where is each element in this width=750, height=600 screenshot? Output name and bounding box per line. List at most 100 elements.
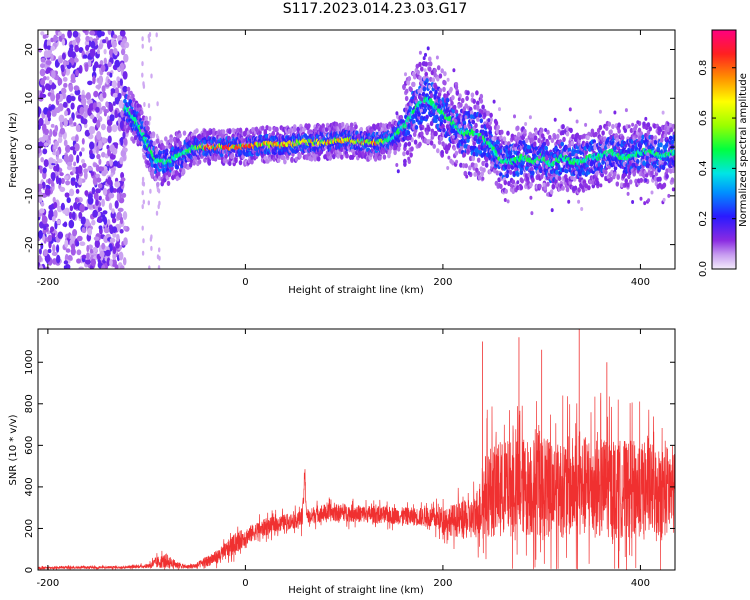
spectrogram-noise-cell: [97, 211, 101, 217]
spectrogram-noise-cell: [96, 112, 100, 119]
spectrogram-noise-cell: [102, 187, 108, 196]
spectrogram-cell: [417, 111, 421, 117]
spectrogram-noise-cell: [55, 163, 60, 172]
spectrogram-noise-cell: [45, 60, 52, 65]
spectrogram-noise-cell: [72, 229, 78, 237]
spectrogram-noise-cell: [98, 158, 102, 165]
spectrogram-noise-cell: [119, 265, 125, 269]
spectrogram-noise-cell: [75, 69, 79, 77]
spectrogram-cell: [349, 122, 354, 128]
spectrogram-noise-cell: [141, 72, 144, 78]
spectrogram-noise-cell: [156, 101, 159, 107]
spectrogram-noise-cell: [72, 166, 76, 174]
spectrogram-cell: [465, 95, 469, 101]
spectrogram-noise-cell: [81, 227, 86, 233]
spectrogram-noise-cell: [74, 143, 80, 152]
spectrogram-noise-cell: [46, 110, 52, 119]
spectrogram-noise-cell: [39, 165, 43, 174]
spectrogram-cell: [234, 158, 238, 164]
spectrogram-cell: [531, 177, 535, 183]
spectrogram-cell: [544, 145, 548, 151]
spectrogram-noise-cell: [157, 204, 160, 210]
spectrogram-cell: [292, 126, 297, 133]
spectrogram-cell: [151, 131, 156, 137]
spectrogram-noise-cell: [105, 249, 111, 257]
spectrogram-noise-cell: [38, 48, 43, 53]
spectrogram-noise-cell: [149, 188, 152, 194]
spectrogram-noise-cell: [112, 34, 118, 39]
spectrogram-noise-cell: [58, 114, 65, 123]
spectrogram-noise-cell: [66, 197, 71, 204]
spectrogram-noise-cell: [116, 187, 121, 194]
spectrogram-noise-cell: [92, 176, 98, 186]
spectrogram-noise-cell: [78, 266, 84, 269]
spectrogram-cell: [434, 131, 438, 137]
spectrogram-noise-cell: [119, 120, 124, 130]
spectrogram-cell: [432, 143, 437, 149]
spectrogram-cell: [540, 127, 544, 133]
spectrogram-noise-cell: [79, 106, 85, 115]
spectrogram-noise-cell: [141, 190, 144, 196]
spectrogram-noise-cell: [42, 233, 46, 242]
spectrogram-noise-cell: [90, 40, 96, 49]
spectrogram-noise-cell: [99, 250, 105, 258]
spectrogram-cell: [479, 98, 484, 104]
spectrogram-noise-cell: [41, 85, 46, 93]
spectrogram-noise-cell: [117, 80, 121, 89]
spectrogram-noise-cell: [81, 147, 85, 152]
spectrogram-noise-cell: [60, 177, 65, 185]
spectrogram-noise-cell: [60, 87, 67, 95]
spectrogram-noise-cell: [81, 98, 87, 105]
spectrogram-noise-cell: [70, 73, 76, 82]
spectrogram-cell: [228, 129, 232, 135]
spectrogram-noise-cell: [42, 123, 47, 133]
spectrogram-cell: [532, 141, 537, 147]
spectrogram-noise-cell: [68, 211, 73, 220]
spectrogram-cell: [565, 187, 570, 193]
spectrogram-noise-cell: [150, 245, 153, 251]
spectrogram-noise-cell: [54, 140, 59, 147]
spectrogram-noise-cell: [101, 137, 107, 144]
spectrogram-cell: [464, 163, 469, 169]
spectrogram-cell: [212, 131, 216, 137]
spectrogram-cell: [224, 153, 228, 159]
spectrogram-noise-cell: [89, 30, 96, 36]
spectrogram-noise-cell: [41, 181, 46, 189]
spectrogram-noise-cell: [103, 235, 109, 243]
spectrogram-cell: [443, 80, 447, 86]
spectrogram-noise-cell: [69, 44, 74, 49]
spectrogram-cell: [345, 153, 349, 159]
spectrogram-noise-cell: [81, 138, 85, 145]
spectrogram-cell: [169, 137, 173, 143]
spectrogram-noise-cell: [38, 230, 43, 239]
spectrogram-noise-cell: [157, 188, 161, 194]
spectrogram-noise-cell: [95, 106, 100, 113]
spectrogram-cell: [418, 141, 422, 147]
spectrogram-cell: [393, 149, 397, 156]
spectrogram-noise-cell: [90, 258, 97, 267]
spectrogram-noise-cell: [57, 31, 62, 37]
spectrogram-noise-cell: [108, 192, 115, 199]
spectrogram-cell: [354, 124, 358, 130]
spectrogram-noise-cell: [147, 103, 151, 109]
spectrogram-cell: [407, 141, 412, 147]
spectrogram-noise-cell: [97, 166, 103, 172]
spectrogram-noise-cell: [87, 107, 92, 116]
spectrogram-noise-cell: [56, 149, 60, 157]
spectrogram-noise-cell: [112, 246, 117, 255]
spectrogram-noise-cell: [84, 259, 91, 265]
spectrogram-noise-cell: [50, 182, 55, 187]
spectrogram-noise-cell: [91, 187, 96, 195]
spectrogram-noise-cell: [97, 207, 103, 212]
spectrogram-noise-cell: [51, 251, 58, 256]
spectrogram-noise-cell: [49, 128, 53, 138]
spectrogram-noise-cell: [62, 209, 69, 214]
spectrogram-noise-cell: [80, 216, 86, 225]
spectrogram-noise-cell: [112, 47, 118, 55]
spectrogram-cell: [551, 183, 556, 189]
spectrogram-noise-cell: [58, 57, 63, 64]
spectrogram-noise-cell: [103, 57, 108, 65]
spectrogram-noise-cell: [120, 172, 125, 179]
spectrogram-noise-cell: [103, 111, 107, 117]
spectrogram-noise-cell: [116, 192, 120, 202]
